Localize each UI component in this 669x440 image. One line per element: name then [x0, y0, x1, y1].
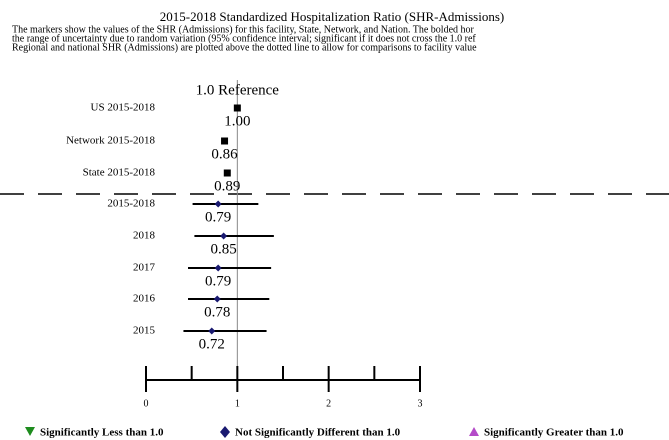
value-label: 0.89 [214, 178, 240, 194]
value-label: 0.85 [211, 241, 237, 257]
row-label: 2018 [133, 230, 156, 242]
point-marker [214, 264, 222, 272]
subtitle: the range of uncertainty due to random v… [12, 33, 476, 44]
point-marker [223, 169, 231, 177]
row-label: Network 2015-2018 [66, 135, 155, 147]
subtitle: Regional and national SHR (Admissions) a… [12, 42, 477, 53]
legend-marker [220, 426, 230, 438]
value-label: 0.79 [205, 209, 231, 225]
chart-title: 2015-2018 Standardized Hospitalization R… [160, 9, 504, 24]
row-label: State 2015-2018 [83, 167, 156, 179]
subtitle: The markers show the values of the SHR (… [12, 24, 475, 35]
legend-label: Not Significantly Different than 1.0 [235, 427, 401, 439]
legend-label: Significantly Less than 1.0 [40, 427, 164, 439]
point-marker [233, 104, 241, 112]
x-tick-label: 3 [418, 398, 423, 409]
point-marker [220, 232, 228, 240]
value-label: 0.72 [199, 336, 225, 352]
point-marker [208, 327, 216, 335]
value-label: 1.00 [224, 113, 250, 129]
value-label: 0.79 [205, 273, 231, 289]
row-label: 2016 [133, 293, 156, 305]
value-label: 0.78 [204, 304, 230, 320]
x-tick-label: 0 [144, 398, 149, 409]
value-label: 0.86 [211, 146, 238, 162]
x-tick-label: 1 [235, 398, 240, 409]
row-label: 2017 [133, 262, 156, 274]
reference-label: 1.0 Reference [196, 82, 280, 98]
point-marker [214, 200, 222, 208]
row-label: 2015-2018 [107, 198, 155, 210]
point-marker [221, 137, 229, 145]
row-label: US 2015-2018 [91, 102, 156, 114]
row-label: 2015 [133, 325, 156, 337]
legend-label: Significantly Greater than 1.0 [484, 427, 624, 439]
point-marker [213, 295, 221, 303]
legend-marker [469, 427, 479, 436]
x-tick-label: 2 [326, 398, 331, 409]
legend-marker [25, 427, 35, 436]
